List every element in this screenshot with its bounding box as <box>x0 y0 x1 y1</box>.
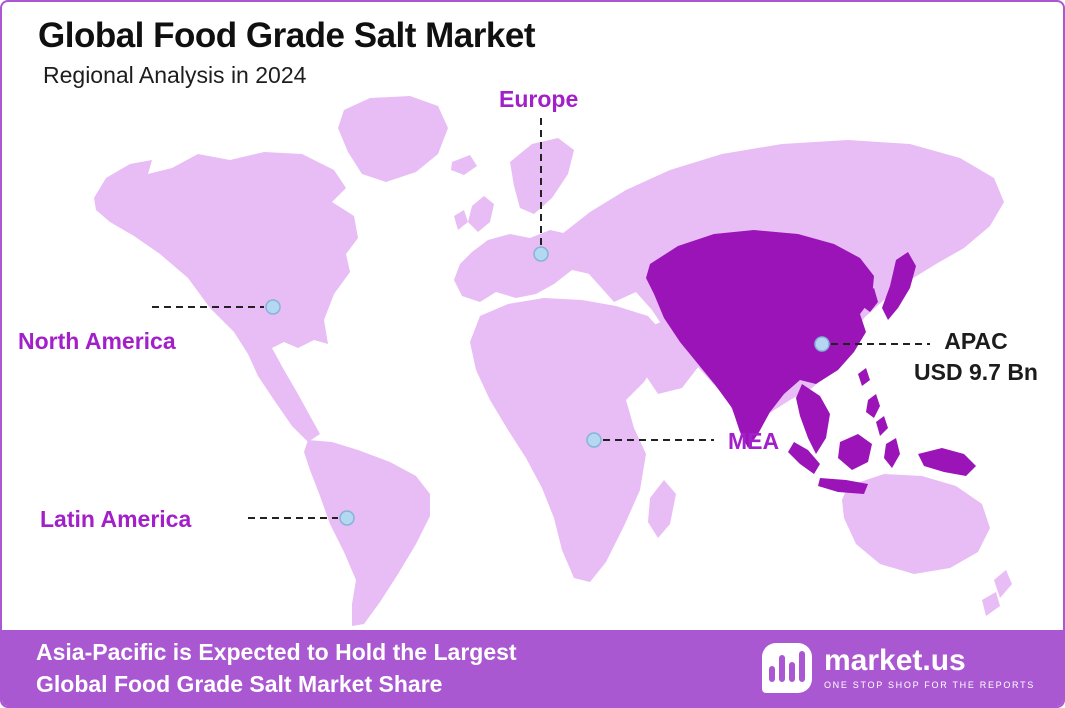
region-apac-korea <box>862 288 878 312</box>
region-label-north-america: North America <box>18 328 176 354</box>
region-apac-mainland <box>646 230 874 448</box>
footer-caption: Asia-Pacific is Expected to Hold the Lar… <box>36 636 517 700</box>
region-label-mea: MEA <box>728 428 780 454</box>
marker-apac <box>814 336 830 352</box>
region-apac-borneo <box>838 434 872 470</box>
landmass-british-isles <box>468 196 494 232</box>
region-label-apac-value: USD 9.7 Bn <box>914 359 1038 385</box>
brand-text: market.us ONE STOP SHOP FOR THE REPORTS <box>823 644 1035 691</box>
region-apac-japan <box>882 252 916 320</box>
landmass-madagascar <box>648 480 676 538</box>
footer-banner: Asia-Pacific is Expected to Hold the Lar… <box>2 630 1063 706</box>
region-apac-philippines-south <box>876 416 888 436</box>
marker-latin-america <box>339 510 355 526</box>
map-light-regions <box>94 96 1012 626</box>
landmass-iceland <box>451 155 477 175</box>
region-label-latin-america: Latin America <box>40 506 192 532</box>
page-title: Global Food Grade Salt Market <box>38 16 535 55</box>
brand-name: market.us <box>823 644 966 677</box>
map-region-apac-highlight <box>646 230 976 494</box>
region-apac-philippines-north <box>866 394 880 418</box>
marker-north-america <box>265 299 281 315</box>
landmass-north-america <box>94 152 358 442</box>
landmass-ireland <box>454 210 468 230</box>
map-markers <box>265 246 830 526</box>
leader-lines <box>152 118 930 519</box>
landmass-africa <box>470 298 664 582</box>
landmass-new-zealand-south <box>982 592 1000 616</box>
landmass-australia <box>842 474 990 574</box>
header: Global Food Grade Salt Market Regional A… <box>38 16 535 89</box>
region-label-apac: APAC USD 9.7 Bn <box>900 326 1052 388</box>
landmass-scandinavia <box>510 138 574 214</box>
region-apac-indochina <box>796 384 830 454</box>
region-apac-sulawesi <box>884 438 900 468</box>
logo-bar-icon <box>798 651 805 682</box>
region-apac-java <box>818 478 868 494</box>
brand-lockup: market.us ONE STOP SHOP FOR THE REPORTS <box>761 643 1035 693</box>
page-subtitle: Regional Analysis in 2024 <box>43 62 307 88</box>
brand-tagline: ONE STOP SHOP FOR THE REPORTS <box>823 680 1035 690</box>
marketus-logo-icon <box>761 643 812 693</box>
landmass-greenland <box>338 96 448 182</box>
region-label-europe: Europe <box>499 86 579 112</box>
region-apac-taiwan <box>858 368 870 386</box>
landmass-south-america <box>304 440 430 626</box>
footer-caption-line2: Global Food Grade Salt Market Share <box>36 671 443 697</box>
logo-bar-icon <box>788 662 795 682</box>
logo-bar-icon <box>768 666 775 682</box>
marker-europe <box>533 246 549 262</box>
logo-bar-icon <box>778 655 785 682</box>
footer-caption-line1: Asia-Pacific is Expected to Hold the Lar… <box>36 639 517 665</box>
landmass-europe <box>454 230 600 302</box>
landmass-new-zealand-north <box>994 570 1012 598</box>
region-apac-new-guinea <box>918 448 976 476</box>
marker-mea <box>586 432 602 448</box>
region-label-apac-name: APAC <box>944 328 1008 354</box>
region-apac-sumatra <box>788 442 820 474</box>
